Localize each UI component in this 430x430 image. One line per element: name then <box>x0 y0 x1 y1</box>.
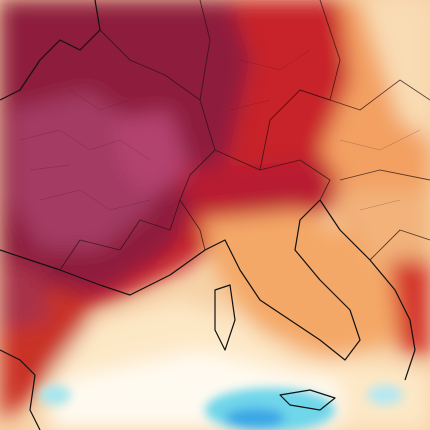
coastline <box>319 199 416 381</box>
pale-zone <box>360 0 430 140</box>
spain-core <box>0 260 50 330</box>
cool-layers <box>39 385 403 430</box>
alps-zone <box>180 160 340 210</box>
island-coast <box>214 284 236 351</box>
blue-zone <box>225 408 285 428</box>
island-coast <box>279 389 336 411</box>
cyan-west <box>39 385 71 405</box>
coastline <box>0 349 41 430</box>
pink-zone <box>110 110 190 200</box>
country-border <box>299 79 430 261</box>
greece-zone <box>390 260 430 360</box>
coastline <box>0 199 361 361</box>
cyan-east <box>367 385 403 405</box>
region-border <box>19 49 421 211</box>
italy-zone <box>200 210 400 360</box>
country-border <box>59 199 181 271</box>
